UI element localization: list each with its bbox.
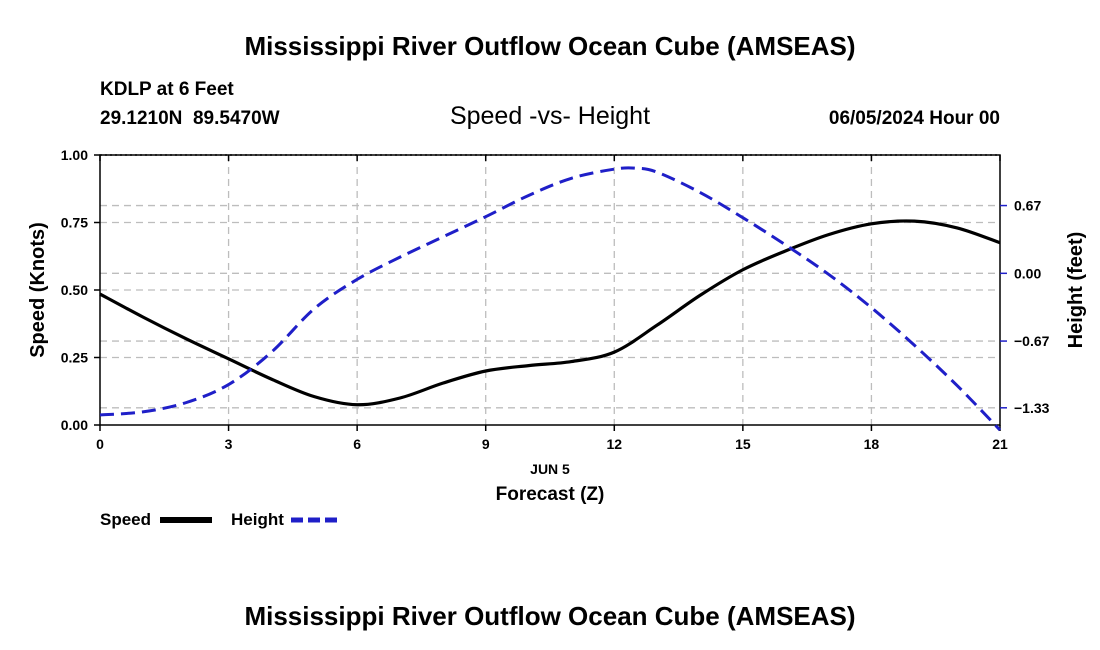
series-layer xyxy=(99,166,1002,432)
y2-tick-label: −0.67 xyxy=(1014,333,1050,349)
legend: Speed Height xyxy=(100,510,342,529)
y-axis-left: 0.00 0.25 0.50 0.75 1.00 xyxy=(61,147,100,433)
x-tick-label: 0 xyxy=(96,436,104,452)
series-line-height xyxy=(99,166,1002,432)
x-tick-label: 21 xyxy=(992,436,1008,452)
x-tick-label: 3 xyxy=(225,436,233,452)
y-tick-label: 1.00 xyxy=(61,147,88,163)
x-tick-label: 15 xyxy=(735,436,751,452)
y2-tick-label: 0.67 xyxy=(1014,198,1041,214)
date-label: 06/05/2024 Hour 00 xyxy=(829,108,1000,129)
page-title: Mississippi River Outflow Ocean Cube (AM… xyxy=(244,31,855,61)
y-axis-right: −1.33 −0.67 0.00 0.67 xyxy=(1000,198,1050,416)
grid xyxy=(100,155,1000,425)
x-tick-label: 18 xyxy=(864,436,880,452)
y-tick-label: 0.75 xyxy=(61,215,88,231)
y2-tick-label: 0.00 xyxy=(1014,265,1041,281)
x-axis-label: Forecast (Z) xyxy=(496,484,605,505)
y2-tick-label: −1.33 xyxy=(1014,400,1050,416)
coordinates-label: 29.1210N 89.5470W xyxy=(100,108,280,129)
x-axis: 0 3 6 9 12 15 18 21 xyxy=(96,155,1008,452)
legend-height-label: Height xyxy=(231,510,284,529)
y2-axis-label: Height (feet) xyxy=(1065,232,1087,349)
y-tick-label: 0.50 xyxy=(61,282,88,298)
x-tick-label: 9 xyxy=(482,436,490,452)
y-tick-label: 0.25 xyxy=(61,350,88,366)
x-axis-date-label: JUN 5 xyxy=(530,461,570,477)
legend-speed-label: Speed xyxy=(100,510,151,529)
footer-title: Mississippi River Outflow Ocean Cube (AM… xyxy=(244,601,855,631)
chart-title: Speed -vs- Height xyxy=(450,102,650,130)
x-tick-label: 12 xyxy=(606,436,622,452)
station-label: KDLP at 6 Feet xyxy=(100,79,234,100)
y-axis-label: Speed (Knots) xyxy=(27,222,49,358)
y-tick-label: 0.00 xyxy=(61,417,88,433)
x-tick-label: 6 xyxy=(353,436,361,452)
series-line-speed xyxy=(99,219,1001,407)
